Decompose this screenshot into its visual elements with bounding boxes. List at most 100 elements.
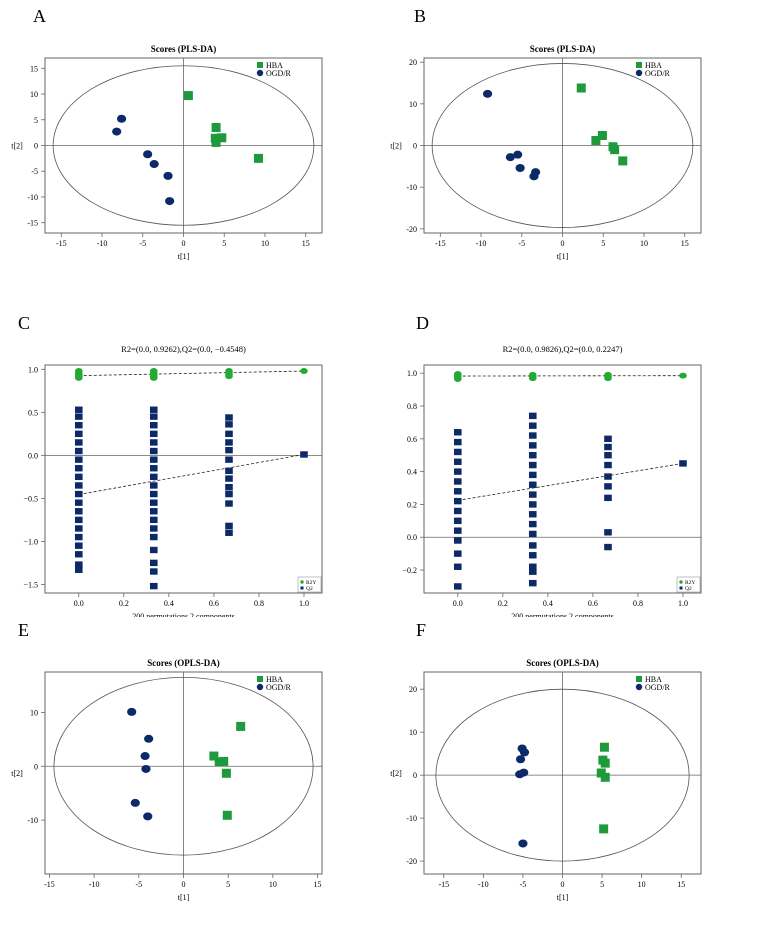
x-tick-label: 0.0: [453, 599, 463, 608]
x-tick-label: 15: [677, 880, 685, 889]
data-point-q2: [149, 582, 158, 590]
chart-title: Scores (PLS-DA): [151, 44, 217, 54]
y-tick-label: 0: [34, 142, 38, 151]
x-tick-label: 15: [314, 880, 322, 889]
y-axis-label: t[2]: [11, 769, 23, 778]
x-tick-label: 0.2: [119, 599, 129, 608]
y-tick-label: 10: [409, 100, 417, 109]
y-tick-label: 1.0: [407, 369, 417, 378]
data-point-q2: [528, 520, 537, 528]
panel-letter-a: A: [33, 6, 46, 26]
data-point-q2: [74, 482, 83, 489]
x-tick-label: -5: [139, 239, 146, 248]
data-point-q2: [74, 456, 83, 463]
data-point-q2: [149, 508, 158, 515]
data-point-q2: [74, 490, 83, 498]
x-tick-label: 5: [226, 880, 230, 889]
data-point-hba: [599, 824, 609, 834]
data-point-ogd-r: [518, 839, 528, 848]
data-point-hba: [236, 721, 246, 731]
y-axis-label: t[2]: [11, 142, 23, 151]
legend-marker-hba: [257, 62, 263, 68]
data-point-q2: [453, 583, 462, 590]
data-point-q2: [149, 533, 158, 541]
x-tick-label: 10: [638, 880, 646, 889]
data-point-q2: [604, 435, 612, 443]
y-tick-label: 15: [30, 64, 38, 73]
chart-title: Scores (PLS-DA): [530, 44, 596, 54]
data-point-ogd-r: [144, 734, 154, 743]
data-point-q2: [453, 468, 462, 475]
data-point-q2: [528, 442, 537, 449]
x-tick-label: 5: [222, 239, 226, 248]
data-point-ogd-r: [112, 127, 122, 136]
x-tick-label: 0.4: [164, 599, 174, 608]
data-point-hba: [600, 772, 610, 782]
data-point-hba: [610, 145, 620, 155]
data-point-r2y: [453, 375, 462, 382]
hotelling-ellipse: [52, 65, 315, 226]
data-point-ogd-r: [149, 160, 159, 169]
y-tick-label: −0.2: [402, 566, 417, 575]
data-point-q2: [453, 517, 462, 525]
legend-label: HBA: [266, 675, 283, 684]
data-point-q2: [225, 439, 233, 446]
data-point-q2: [74, 406, 83, 413]
x-axis-label: 200 permutations 2 components: [132, 612, 234, 617]
legend-marker-q2: [300, 586, 304, 590]
hotelling-ellipse: [53, 676, 314, 856]
data-point-hba: [211, 122, 221, 132]
data-point-hba: [253, 153, 263, 163]
data-point-q2: [528, 563, 537, 570]
data-point-ogd-r: [529, 172, 539, 181]
data-point-ogd-r: [513, 150, 523, 159]
x-tick-label: 5: [600, 880, 604, 889]
data-point-q2: [149, 406, 158, 413]
data-point-q2: [528, 491, 537, 498]
y-tick-label: 10: [409, 728, 417, 737]
data-point-q2: [149, 516, 158, 524]
legend-marker-ogdr: [635, 69, 643, 77]
data-point-ogd-r: [143, 812, 153, 821]
data-point-q2: [149, 422, 158, 429]
data-point-q2: [453, 438, 462, 446]
data-point-q2: [149, 499, 158, 506]
data-point-q2: [149, 490, 158, 498]
data-point-q2: [453, 537, 462, 544]
x-tick-label: 1.0: [678, 599, 688, 608]
data-point-q2: [453, 527, 462, 534]
x-tick-label: -15: [56, 239, 67, 248]
y-tick-label: 0.8: [407, 402, 417, 411]
data-point-q2: [74, 551, 83, 558]
chart-title: R2=(0.0, 0.9826),Q2=(0.0, 0.2247): [503, 344, 623, 354]
chart-panel-a: Scores (PLS-DA) -15 -10 -5 0 5 10 15 -15 -10 -5 0 5 1…: [11, 44, 323, 261]
plot-frame: [423, 364, 702, 594]
y-tick-label: 0.0: [28, 451, 38, 460]
data-point-q2: [300, 451, 308, 458]
data-point-q2: [453, 429, 462, 436]
x-tick-label: -10: [476, 239, 487, 248]
x-axis-label: t[1]: [178, 252, 190, 261]
y-tick-label: 0.4: [407, 468, 417, 477]
data-point-hba: [599, 742, 609, 752]
x-tick-label: 10: [640, 239, 648, 248]
data-point-hba: [219, 756, 229, 766]
legend-marker-ogdr: [635, 683, 643, 691]
plot-frame: [44, 364, 323, 594]
y-axis-label: t[2]: [390, 142, 402, 151]
data-point-q2: [604, 529, 612, 536]
hotelling-ellipse: [431, 63, 694, 228]
y-tick-label: −1.0: [23, 537, 38, 546]
x-tick-label: 0.6: [588, 599, 598, 608]
y-tick-label: 10: [30, 90, 38, 99]
data-point-q2: [528, 568, 537, 575]
legend-marker-hba: [257, 676, 263, 682]
y-tick-label: -10: [406, 814, 417, 823]
data-point-q2: [149, 447, 158, 455]
legend-marker-ogdr: [256, 69, 264, 77]
data-point-ogd-r: [519, 748, 530, 757]
x-tick-label: 0.4: [543, 599, 553, 608]
data-point-q2: [149, 456, 158, 463]
data-point-ogd-r: [515, 755, 526, 764]
data-point-q2: [225, 522, 233, 530]
